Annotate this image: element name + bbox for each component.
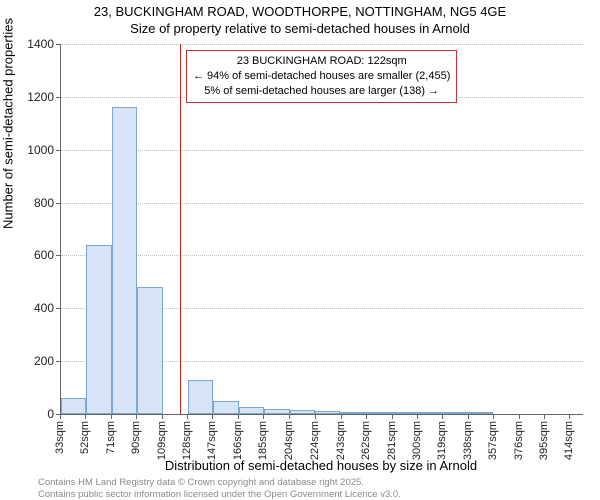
y-tick-label: 0 [14, 407, 54, 421]
y-tick-mark [56, 150, 61, 151]
histogram-bar [417, 412, 442, 414]
x-tick-mark [212, 414, 213, 419]
histogram-bar [442, 412, 467, 414]
x-tick-mark [162, 414, 163, 419]
x-tick-label: 52sqm [79, 421, 91, 454]
histogram-bar [366, 412, 391, 414]
gridline [61, 203, 583, 204]
y-tick-mark [56, 255, 61, 256]
x-tick-mark [238, 414, 239, 419]
y-tick-mark [56, 44, 61, 45]
histogram-bar [340, 412, 365, 414]
y-tick-label: 600 [14, 248, 54, 262]
x-tick-mark [366, 414, 367, 419]
histogram-bar [467, 412, 492, 414]
gridline [61, 150, 583, 151]
y-tick-mark [56, 97, 61, 98]
x-tick-mark [289, 414, 290, 419]
x-tick-label: 338sqm [462, 421, 474, 460]
y-tick-label: 200 [14, 354, 54, 368]
y-tick-label: 400 [14, 301, 54, 315]
x-tick-label: 204sqm [283, 421, 295, 460]
x-tick-label: 281sqm [386, 421, 398, 460]
x-tick-label: 376sqm [513, 421, 525, 460]
histogram-bar [290, 410, 315, 414]
annotation-line-2: ← 94% of semi-detached houses are smalle… [193, 69, 450, 84]
x-tick-mark [544, 414, 545, 419]
x-tick-mark [468, 414, 469, 419]
y-tick-label: 1000 [14, 143, 54, 157]
histogram-bar [86, 245, 111, 414]
y-tick-mark [56, 308, 61, 309]
plot-area: 23 BUCKINGHAM ROAD: 122sqm← 94% of semi-… [60, 44, 583, 415]
x-tick-label: 90sqm [130, 421, 142, 454]
histogram-bar [391, 412, 416, 414]
chart-title-sub: Size of property relative to semi-detach… [0, 21, 600, 36]
marker-line [180, 44, 181, 414]
x-tick-label: 71sqm [105, 421, 117, 454]
x-tick-mark [136, 414, 137, 419]
x-tick-mark [519, 414, 520, 419]
x-tick-mark [493, 414, 494, 419]
x-tick-mark [85, 414, 86, 419]
annotation-line-1: 23 BUCKINGHAM ROAD: 122sqm [193, 54, 450, 69]
x-tick-label: 109sqm [156, 421, 168, 460]
histogram-bar [264, 409, 289, 414]
x-tick-label: 147sqm [206, 421, 218, 460]
y-tick-mark [56, 203, 61, 204]
histogram-bar [112, 107, 137, 414]
x-tick-label: 414sqm [563, 421, 575, 460]
x-tick-mark [341, 414, 342, 419]
annotation-box: 23 BUCKINGHAM ROAD: 122sqm← 94% of semi-… [186, 50, 457, 103]
histogram-bar [315, 411, 340, 414]
x-tick-label: 243sqm [335, 421, 347, 460]
chart-title-main: 23, BUCKINGHAM ROAD, WOODTHORPE, NOTTING… [0, 4, 600, 19]
histogram-bar [239, 407, 264, 414]
x-tick-label: 224sqm [309, 421, 321, 460]
y-tick-label: 800 [14, 196, 54, 210]
x-tick-mark [263, 414, 264, 419]
x-tick-mark [442, 414, 443, 419]
x-tick-mark [569, 414, 570, 419]
x-tick-label: 357sqm [487, 421, 499, 460]
y-tick-label: 1200 [14, 90, 54, 104]
x-tick-label: 33sqm [54, 421, 66, 454]
x-tick-mark [187, 414, 188, 419]
gridline [61, 44, 583, 45]
histogram-bar [188, 380, 213, 414]
x-tick-mark [417, 414, 418, 419]
y-tick-mark [56, 361, 61, 362]
x-tick-label: 185sqm [257, 421, 269, 460]
attribution-line-1: Contains HM Land Registry data © Crown c… [38, 477, 364, 488]
gridline [61, 255, 583, 256]
x-tick-label: 319sqm [436, 421, 448, 460]
annotation-line-3: 5% of semi-detached houses are larger (1… [193, 84, 450, 99]
x-tick-mark [392, 414, 393, 419]
y-tick-label: 1400 [14, 37, 54, 51]
x-tick-label: 395sqm [538, 421, 550, 460]
histogram-bar [61, 398, 86, 414]
histogram-bar [213, 401, 238, 414]
x-tick-label: 128sqm [181, 421, 193, 460]
x-tick-label: 262sqm [360, 421, 372, 460]
x-tick-mark [315, 414, 316, 419]
x-tick-mark [60, 414, 61, 419]
histogram-bar [137, 287, 162, 414]
x-tick-label: 300sqm [411, 421, 423, 460]
x-axis-label: Distribution of semi-detached houses by … [60, 458, 582, 473]
x-tick-mark [111, 414, 112, 419]
attribution-line-2: Contains public sector information licen… [38, 489, 401, 500]
x-tick-label: 166sqm [232, 421, 244, 460]
